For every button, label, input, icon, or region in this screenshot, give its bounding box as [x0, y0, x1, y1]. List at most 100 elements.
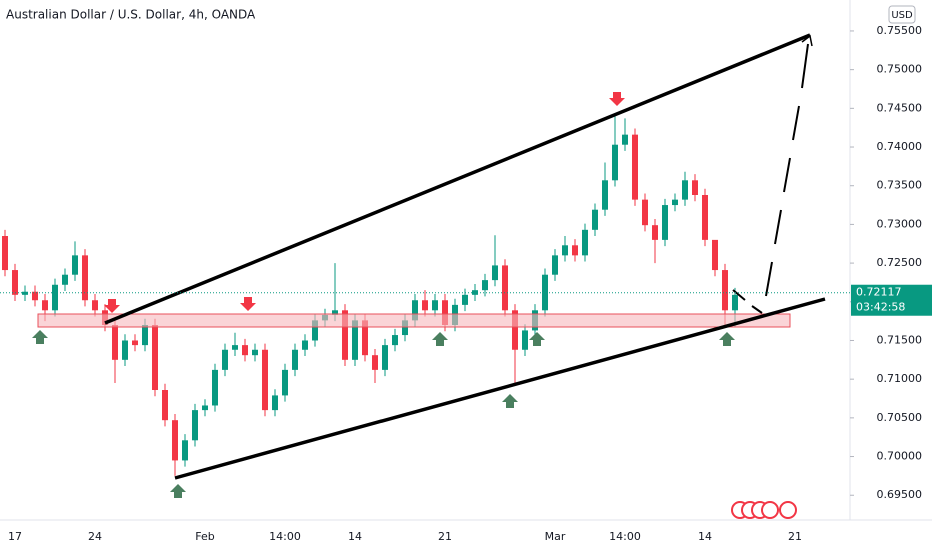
up-arrow: [719, 332, 735, 346]
currency-box[interactable]: [888, 5, 916, 24]
candle-body: [152, 325, 158, 390]
candle-body: [272, 395, 278, 411]
x-tick-label: 14:00: [609, 530, 641, 543]
candle-body: [172, 420, 178, 461]
y-tick-label: 0.73000: [877, 217, 923, 230]
down-arrow: [240, 297, 256, 311]
x-tick-label: 14: [348, 530, 362, 543]
candle-body: [602, 180, 608, 210]
candle-body: [312, 320, 318, 341]
candle-body: [92, 300, 98, 311]
candle-body: [622, 134, 628, 145]
candle-body: [222, 349, 228, 370]
candle-body: [202, 405, 208, 411]
candle-body: [182, 440, 188, 461]
candle-body: [132, 340, 138, 346]
countdown-label: 03:42:58: [856, 301, 905, 314]
candle-body: [142, 325, 148, 346]
lower-trendline: [174, 297, 826, 480]
candle-body: [652, 225, 658, 240]
candle-body: [662, 205, 668, 240]
candle-body: [122, 340, 128, 360]
x-tick-label: 14: [698, 530, 712, 543]
candle-body: [672, 199, 678, 206]
y-tick-label: 0.71000: [877, 372, 923, 385]
candle-body: [192, 410, 198, 441]
candle-body: [302, 340, 308, 350]
last-price-box: [851, 284, 932, 316]
candle-body: [482, 280, 488, 291]
candle-body: [692, 180, 698, 195]
candles: [2, 116, 738, 476]
candle-body: [212, 369, 218, 406]
y-tick-label: 0.74000: [877, 140, 923, 153]
last-price-label: 0.72117: [856, 286, 902, 299]
candle-body: [2, 236, 8, 271]
chart-title: Australian Dollar / U.S. Dollar, 4h, OAN…: [6, 8, 256, 22]
support-arrows: [32, 330, 735, 498]
candle-body: [352, 320, 358, 360]
candle-body: [242, 345, 248, 356]
candle-body: [362, 320, 368, 356]
y-tick-label: 0.69500: [877, 488, 923, 501]
candle-body: [632, 134, 638, 200]
candle-body: [592, 209, 598, 230]
candle-body: [32, 291, 38, 301]
event-icons: [731, 501, 797, 519]
candle-body: [472, 290, 478, 295]
down-arrow: [104, 299, 120, 313]
candle-body: [642, 199, 648, 226]
candle-body: [702, 195, 708, 240]
upper-trendline: [104, 33, 811, 325]
candle-body: [112, 325, 118, 360]
candle-body: [82, 255, 88, 301]
y-tick-label: 0.75500: [877, 24, 923, 37]
x-tick-label: 17: [8, 530, 22, 543]
candle-body: [542, 274, 548, 311]
candle-body: [682, 180, 688, 200]
candle-body: [372, 355, 378, 370]
support-zone: [37, 313, 791, 328]
candle-body: [392, 335, 398, 346]
up-arrow: [170, 484, 186, 498]
candle-body: [722, 270, 728, 311]
event-icon: [779, 501, 797, 519]
candle-body: [422, 300, 428, 311]
candle-body: [522, 330, 528, 350]
up-arrow: [502, 394, 518, 408]
y-tick-label: 0.70500: [877, 411, 923, 424]
y-tick-label: 0.73500: [877, 179, 923, 192]
candle-body: [282, 369, 288, 396]
x-tick-label: 14:00: [269, 530, 301, 543]
event-icon: [761, 501, 779, 519]
candle-body: [232, 345, 238, 350]
candle-body: [62, 274, 68, 285]
candle-body: [52, 284, 58, 311]
projection-dashed: [732, 43, 809, 314]
candle-body: [402, 320, 408, 336]
candle-body: [582, 229, 588, 256]
candle-body: [712, 239, 718, 271]
candle-body: [462, 294, 468, 305]
candle-body: [22, 291, 28, 295]
y-tick-label: 0.70000: [877, 450, 923, 463]
candle-body: [612, 144, 618, 181]
down-arrow: [609, 92, 625, 106]
candle-body: [72, 255, 78, 275]
candle-body: [12, 270, 18, 295]
up-arrow: [529, 332, 545, 346]
x-tick-label: 24: [88, 530, 102, 543]
y-tick-label: 0.71500: [877, 333, 923, 346]
x-tick-label: Mar: [545, 530, 566, 543]
candle-body: [332, 310, 338, 315]
y-tick-label: 0.72500: [877, 256, 923, 269]
candle-body: [562, 245, 568, 256]
candle-body: [442, 300, 448, 325]
candle-body: [292, 349, 298, 370]
candle-body: [512, 310, 518, 350]
resistance-arrows: [104, 92, 625, 313]
candle-body: [552, 255, 558, 275]
candle-body: [502, 265, 508, 311]
candle-body: [432, 300, 438, 311]
